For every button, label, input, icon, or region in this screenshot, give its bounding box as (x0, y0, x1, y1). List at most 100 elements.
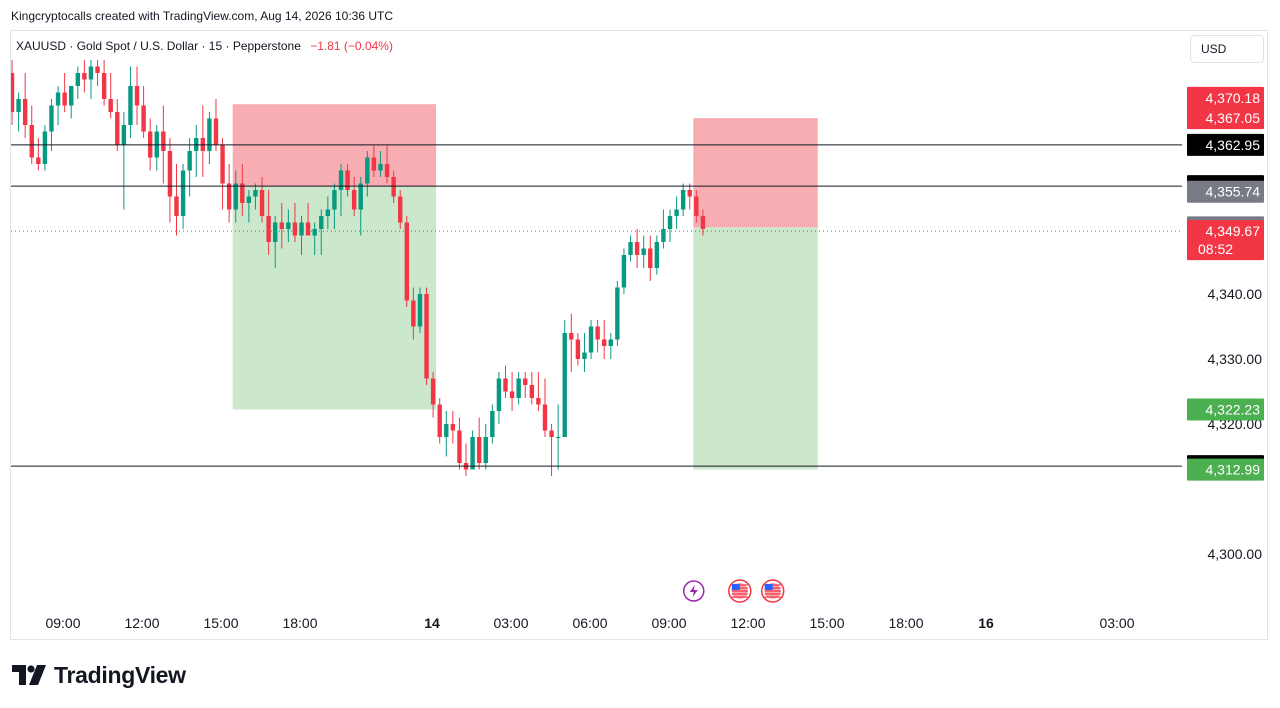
candle-body[interactable] (648, 248, 653, 269)
candle-body[interactable] (305, 222, 311, 236)
candle-body[interactable] (36, 157, 41, 165)
candle-body[interactable] (667, 216, 673, 229)
candle-body[interactable] (641, 248, 646, 256)
candle-body[interactable] (10, 73, 15, 112)
candle-body[interactable] (674, 209, 679, 217)
candle-body[interactable] (411, 300, 416, 327)
candle-body[interactable] (365, 157, 370, 184)
candle-body[interactable] (687, 190, 692, 197)
candle-body[interactable] (108, 99, 113, 112)
position-stop-zone-1[interactable] (693, 118, 818, 228)
candle-body[interactable] (273, 222, 278, 243)
candle-body[interactable] (450, 424, 456, 431)
candle-body[interactable] (391, 177, 396, 197)
candle-body[interactable] (621, 255, 627, 288)
candle-body[interactable] (569, 333, 574, 340)
candle-body[interactable] (562, 333, 567, 437)
candle-body[interactable] (404, 222, 409, 301)
candle-body[interactable] (457, 430, 462, 464)
candle-body[interactable] (694, 196, 699, 217)
candle-body[interactable] (444, 424, 449, 437)
candle-body[interactable] (602, 339, 607, 347)
candle-body[interactable] (582, 352, 587, 360)
candle-body[interactable] (29, 125, 34, 158)
candle-body[interactable] (174, 196, 179, 217)
position-target-zone-1[interactable] (693, 227, 818, 470)
candle-body[interactable] (325, 209, 331, 217)
candle-body[interactable] (496, 378, 502, 412)
candle-body[interactable] (134, 86, 140, 106)
interval-label[interactable]: 15 (208, 39, 223, 53)
candle-body[interactable] (226, 183, 232, 210)
candle-body[interactable] (279, 222, 284, 230)
candle-body[interactable] (299, 222, 304, 236)
candle-body[interactable] (608, 339, 613, 347)
currency-button[interactable]: USD (1190, 35, 1264, 63)
candle-body[interactable] (266, 216, 271, 242)
candle-body[interactable] (371, 157, 377, 171)
candle-body[interactable] (187, 151, 192, 171)
candle-body[interactable] (338, 170, 344, 191)
candle-body[interactable] (516, 378, 521, 399)
candle-body[interactable] (615, 287, 620, 340)
candle-body[interactable] (312, 229, 317, 236)
candle-body[interactable] (141, 105, 146, 132)
candle-body[interactable] (384, 164, 390, 177)
candle-body[interactable] (503, 378, 508, 392)
candle-body[interactable] (128, 86, 133, 125)
candle-body[interactable] (121, 125, 127, 145)
candle-body[interactable] (240, 183, 245, 204)
candle-body[interactable] (628, 242, 633, 255)
candle-body[interactable] (549, 430, 554, 438)
candle-body[interactable] (42, 131, 48, 165)
candle-body[interactable] (483, 437, 488, 463)
candle-body[interactable] (246, 196, 252, 204)
candle-body[interactable] (470, 437, 475, 470)
candle-body[interactable] (476, 437, 482, 463)
candle-body[interactable] (536, 398, 541, 405)
candle-body[interactable] (398, 196, 403, 223)
candle-body[interactable] (220, 144, 225, 184)
tradingview-logo[interactable]: TradingView (12, 660, 186, 690)
candle-body[interactable] (259, 190, 265, 216)
candle-body[interactable] (180, 170, 186, 217)
candle-body[interactable] (437, 404, 442, 438)
candle-body[interactable] (490, 411, 495, 437)
candle-body[interactable] (95, 66, 100, 74)
candle-body[interactable] (233, 183, 238, 210)
candle-body[interactable] (654, 242, 660, 268)
candle-body[interactable] (634, 242, 640, 255)
candle-body[interactable] (167, 151, 173, 197)
candle-body[interactable] (555, 437, 561, 438)
candle-body[interactable] (69, 86, 74, 106)
candle-body[interactable] (523, 378, 528, 386)
symbol-ticker[interactable]: XAUUSD (16, 39, 67, 53)
candle-body[interactable] (82, 73, 87, 80)
candle-body[interactable] (319, 216, 324, 229)
candle-body[interactable] (680, 190, 686, 210)
candle-body[interactable] (378, 164, 383, 171)
candle-body[interactable] (358, 183, 363, 210)
candle-body[interactable] (101, 73, 107, 99)
symbol-legend[interactable]: XAUUSD · Gold Spot / U.S. Dollar · 15 · … (16, 39, 393, 53)
candle-body[interactable] (22, 99, 28, 125)
candle-body[interactable] (115, 112, 120, 145)
candle-body[interactable] (661, 229, 666, 242)
candle-body[interactable] (542, 404, 548, 431)
candle-body[interactable] (286, 222, 291, 230)
candle-body[interactable] (161, 131, 166, 152)
candle-body[interactable] (509, 391, 515, 399)
candle-body[interactable] (700, 216, 706, 229)
candle-body[interactable] (55, 92, 61, 106)
candle-body[interactable] (49, 105, 54, 132)
chart-frame[interactable] (10, 30, 1268, 640)
candle-body[interactable] (16, 99, 21, 112)
candle-body[interactable] (351, 190, 357, 210)
candle-body[interactable] (62, 92, 67, 106)
candle-body[interactable] (88, 66, 94, 80)
candle-body[interactable] (424, 294, 429, 379)
candle-body[interactable] (253, 190, 258, 197)
candle-body[interactable] (75, 73, 80, 86)
candle-body[interactable] (207, 118, 212, 152)
